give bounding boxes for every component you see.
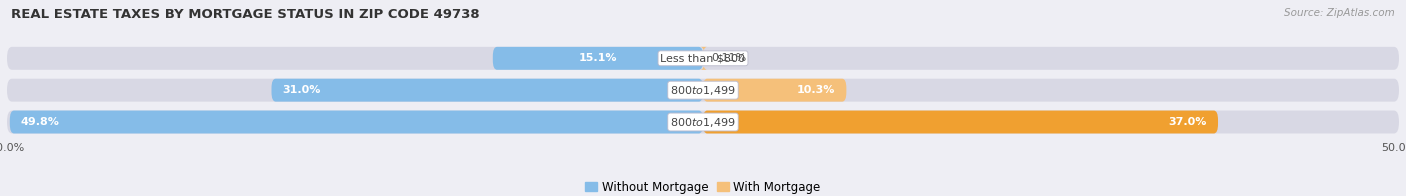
Text: $800 to $1,499: $800 to $1,499 <box>671 84 735 97</box>
Text: Source: ZipAtlas.com: Source: ZipAtlas.com <box>1284 8 1395 18</box>
FancyBboxPatch shape <box>7 47 1399 70</box>
FancyBboxPatch shape <box>10 111 703 133</box>
Text: 0.11%: 0.11% <box>711 53 747 63</box>
Text: 37.0%: 37.0% <box>1168 117 1206 127</box>
FancyBboxPatch shape <box>271 79 703 102</box>
Text: 49.8%: 49.8% <box>21 117 60 127</box>
FancyBboxPatch shape <box>703 79 846 102</box>
Text: Less than $800: Less than $800 <box>661 53 745 63</box>
Legend: Without Mortgage, With Mortgage: Without Mortgage, With Mortgage <box>581 176 825 196</box>
Text: 31.0%: 31.0% <box>283 85 321 95</box>
Text: 15.1%: 15.1% <box>579 53 617 63</box>
FancyBboxPatch shape <box>703 111 1218 133</box>
FancyBboxPatch shape <box>7 79 1399 102</box>
FancyBboxPatch shape <box>700 47 707 70</box>
Text: 10.3%: 10.3% <box>797 85 835 95</box>
Text: REAL ESTATE TAXES BY MORTGAGE STATUS IN ZIP CODE 49738: REAL ESTATE TAXES BY MORTGAGE STATUS IN … <box>11 8 479 21</box>
Text: $800 to $1,499: $800 to $1,499 <box>671 115 735 129</box>
FancyBboxPatch shape <box>494 47 703 70</box>
FancyBboxPatch shape <box>7 111 1399 133</box>
